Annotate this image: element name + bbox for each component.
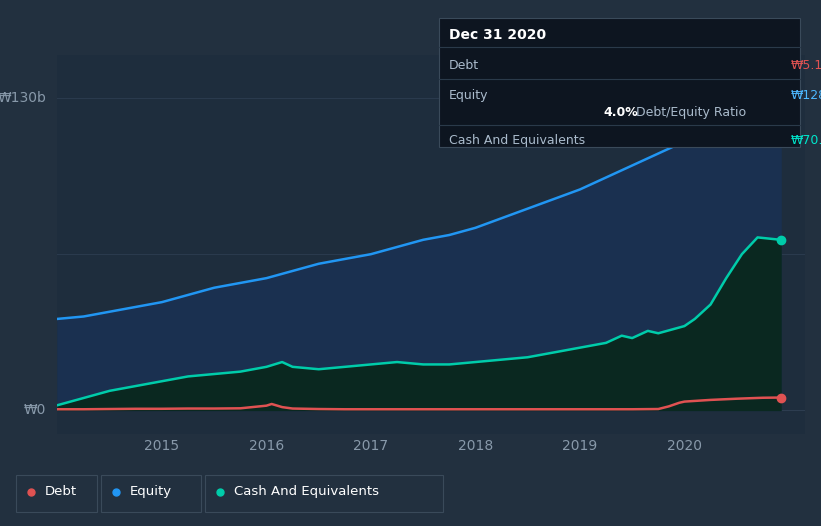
Text: Debt/Equity Ratio: Debt/Equity Ratio bbox=[632, 106, 746, 119]
Text: ₩70.948b: ₩70.948b bbox=[791, 134, 821, 147]
Text: Debt: Debt bbox=[45, 485, 77, 498]
Text: Cash And Equivalents: Cash And Equivalents bbox=[449, 134, 585, 147]
Text: Equity: Equity bbox=[130, 485, 172, 498]
Text: Dec 31 2020: Dec 31 2020 bbox=[449, 28, 546, 42]
Text: Equity: Equity bbox=[449, 89, 488, 102]
Text: ₩130b: ₩130b bbox=[0, 92, 46, 105]
Text: Cash And Equivalents: Cash And Equivalents bbox=[234, 485, 379, 498]
FancyBboxPatch shape bbox=[205, 474, 443, 512]
Text: 4.0%: 4.0% bbox=[603, 106, 638, 119]
Text: ₩128.508b: ₩128.508b bbox=[791, 89, 821, 102]
FancyBboxPatch shape bbox=[16, 474, 97, 512]
FancyBboxPatch shape bbox=[101, 474, 201, 512]
Text: ₩5.190b: ₩5.190b bbox=[791, 59, 821, 72]
Text: ₩0: ₩0 bbox=[24, 403, 46, 417]
Text: Debt: Debt bbox=[449, 59, 479, 72]
